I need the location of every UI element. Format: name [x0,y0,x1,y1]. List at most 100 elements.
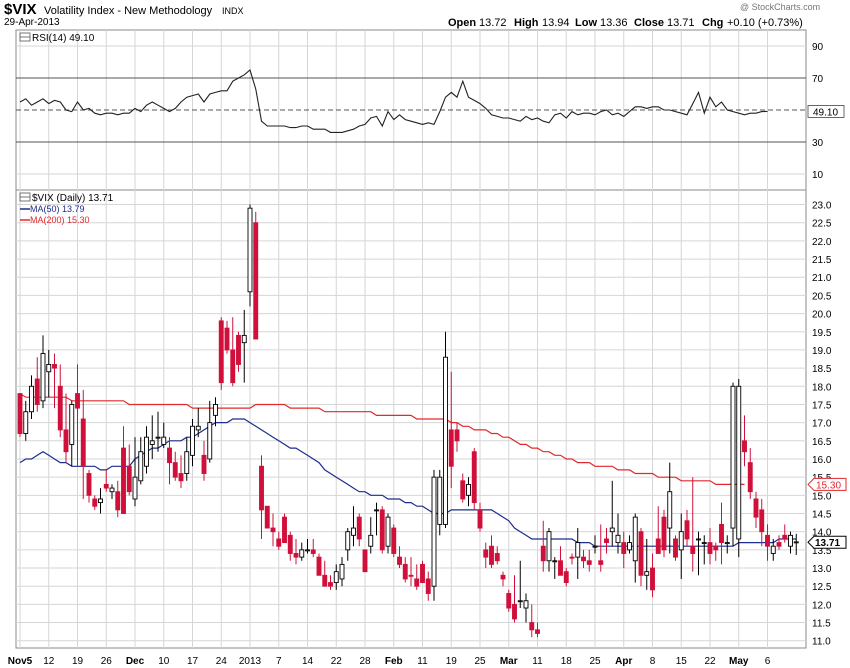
candle-body [678,531,684,551]
candle-body [178,473,184,482]
price-tick-label: 16.0 [812,455,832,466]
x-tick-label: 10 [158,656,170,667]
price-tick-label: 11.0 [812,637,831,648]
price-tick-label: 15.0 [812,491,832,502]
candle-body [121,447,126,514]
low-value: 13.36 [600,17,628,29]
candle-body [270,527,276,533]
x-tick-label: Mar [500,656,518,667]
candle-body [253,222,259,340]
candle-body [126,465,132,493]
candle-body [523,600,529,609]
candle-body [264,505,270,529]
candle-body [414,578,420,587]
index-name: Volatility Index - New Methodology [44,5,213,17]
price-layer [17,204,799,638]
x-tick-label: 11 [532,656,543,667]
x-tick-label: 7 [276,656,282,667]
rsi-tick-label: 90 [812,42,824,53]
close-value: 13.71 [667,17,695,29]
candle-body [563,571,569,584]
rsi-legend-text: RSI(14) 49.10 [32,33,95,44]
candle-body [190,425,195,456]
candle-body [305,549,310,552]
candle-body [46,364,52,373]
ma200-line [19,393,745,485]
candle-body [368,534,374,547]
price-tick-label: 22.5 [812,219,832,230]
candle-body [483,549,489,558]
candle-body [356,516,362,540]
price-tick-label: 13.5 [812,546,832,557]
candle-body [615,534,621,544]
price-tick-label: 20.0 [812,310,832,321]
x-tick-label: 22 [331,656,343,667]
price-tick-label: 12.5 [812,582,832,593]
x-tick-label: 12 [43,656,55,667]
candle-body [184,451,190,474]
candle-body [707,542,713,554]
candle-body [29,385,34,413]
open-value: 13.72 [479,17,507,29]
price-tick-label: 18.5 [812,364,832,375]
x-tick-label: 25 [474,656,486,667]
candle-body [86,473,92,496]
rsi-current-label: 49.10 [813,107,838,118]
candle-body [322,574,328,587]
candle-body [80,418,86,467]
rsi-tick-label: 70 [812,74,824,85]
candle-body [684,520,690,540]
x-tick-label: 17 [187,656,199,667]
chart-date: 29-Apr-2013 [4,17,60,28]
x-tick-label: 11 [417,656,428,667]
price-tick-label: 19.0 [812,346,832,357]
rsi-layer [19,69,768,133]
candle-body [535,629,540,634]
candle-body [477,509,483,529]
rsi-legend: RSI(14) 49.10 [19,32,95,44]
x-tick-label: May [729,656,749,667]
candle-body [454,429,460,442]
candle-body [540,545,546,562]
candle-body [489,545,494,565]
candle-body [63,429,69,453]
rsi-current-marker [807,105,845,118]
low-label: Low [575,17,597,29]
price-tick-label: 21.5 [812,255,832,266]
price-tick-label: 23.0 [812,201,832,212]
candle-body [420,563,425,584]
watermark: @ StockCharts.com [740,2,820,12]
candle-body [776,542,782,547]
rsi-tick-label: 10 [812,170,824,181]
candle-body [713,545,719,551]
price-tick-label: 18.0 [812,382,832,393]
price-tick-label: 14.0 [812,528,832,539]
ohlc-summary: Open 13.72 High 13.94 Low 13.36 Close 13… [448,17,803,29]
x-tick-label: 24 [216,656,228,667]
candle-body [195,425,201,431]
candle-body [696,538,701,541]
candle-body [586,560,592,565]
price-tick-label: 16.5 [812,437,832,448]
candle-body [782,534,788,540]
candle-body [247,207,253,293]
candle-body [172,462,178,478]
candle-body [747,462,753,493]
x-tick-label: 6 [765,656,771,667]
candle-body [57,385,63,431]
candle-body [230,349,236,384]
x-tick-label: 18 [561,656,573,667]
x-tick-label: 22 [704,656,716,667]
candle-body [581,556,586,562]
x-tick-label: 8 [650,656,656,667]
close-marker [807,535,847,549]
candle-body [460,480,466,500]
candle-body [506,593,512,609]
candle-body [391,527,397,554]
candle-body [770,545,776,554]
candle-body [282,516,287,544]
candle-body [287,534,293,554]
ma200-marker-label: 15.30 [816,480,841,491]
x-tick-label: 15 [676,656,688,667]
candle-body [627,542,632,551]
